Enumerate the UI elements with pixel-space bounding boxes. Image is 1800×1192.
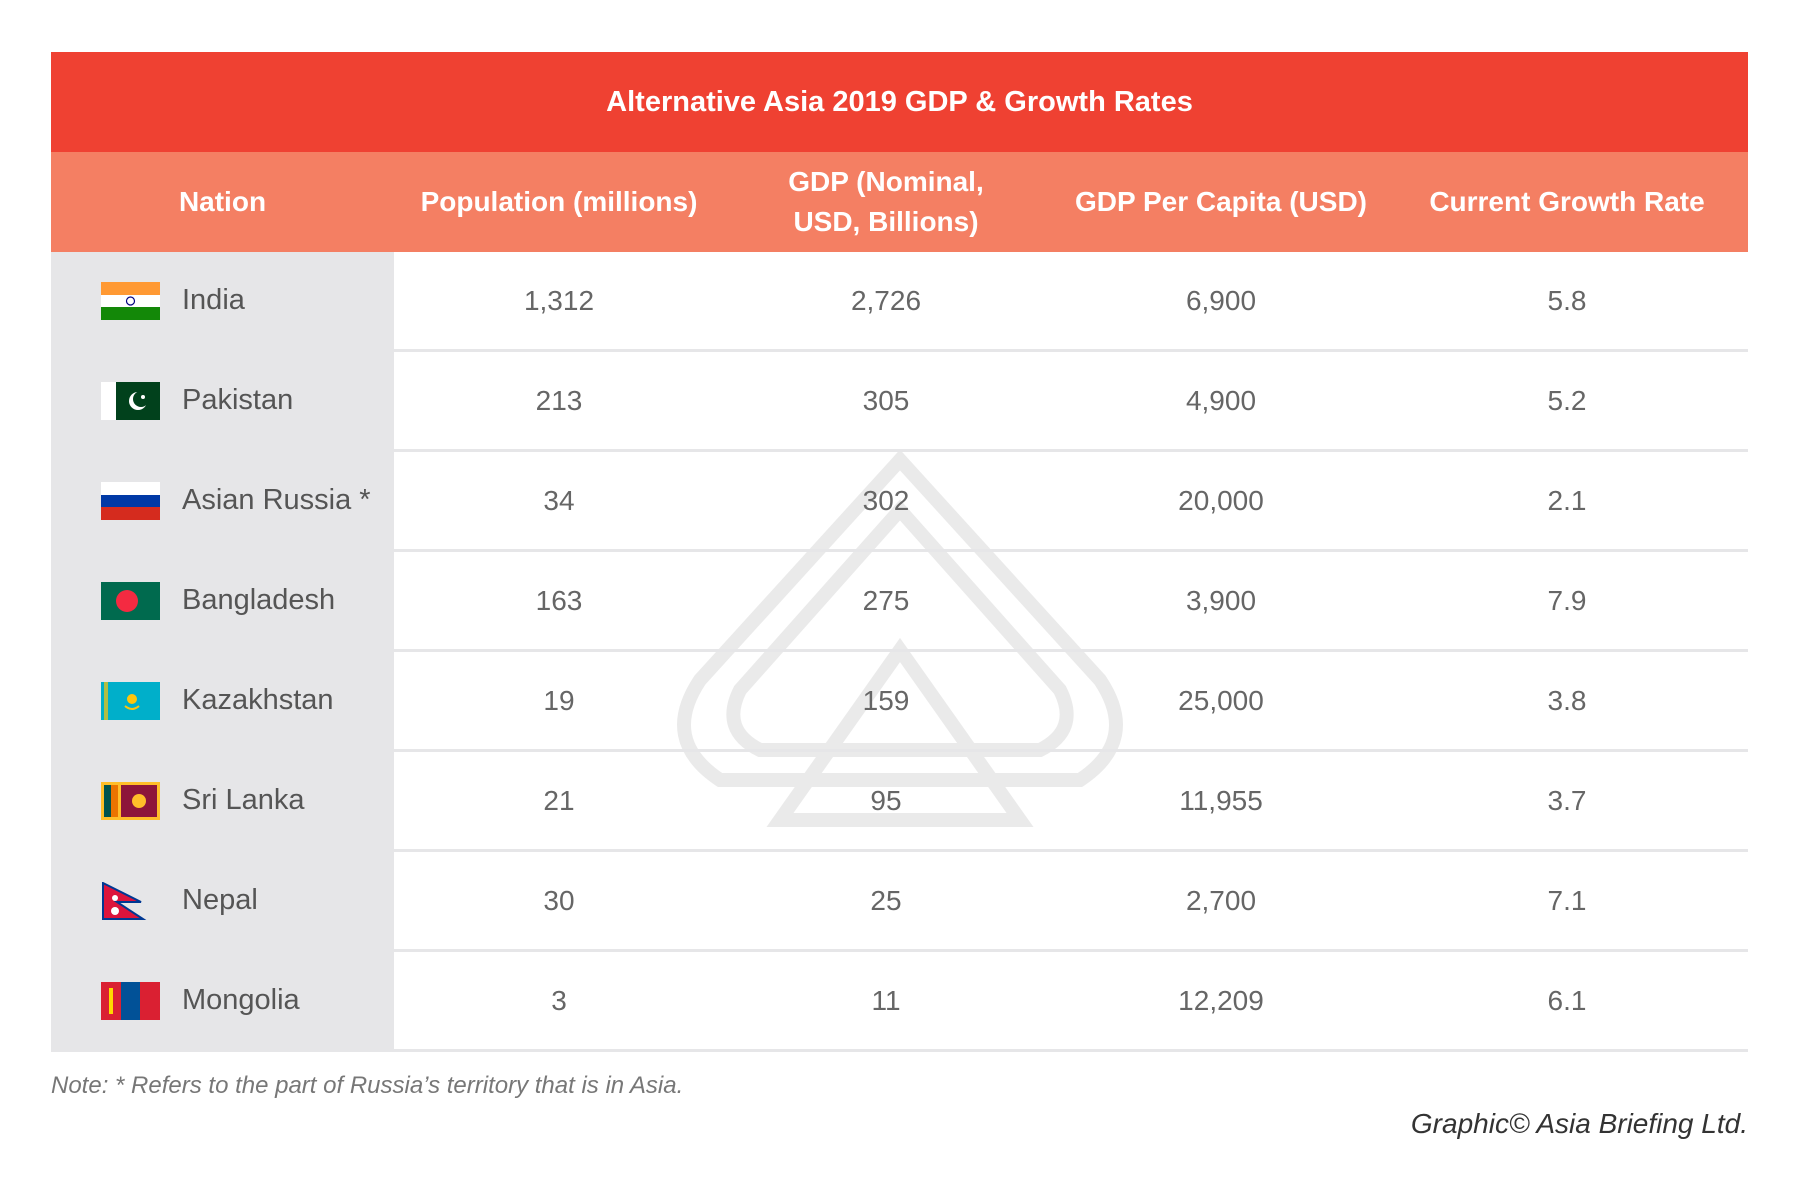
- growth-cell: 7.1: [1547, 884, 1587, 916]
- growth-cell: 5.2: [1547, 384, 1587, 416]
- per-capita-cell: 20,000: [1178, 484, 1264, 516]
- table-row: Pakistan 213 305 4,900 5.2: [51, 352, 1748, 452]
- nation-name: Sri Lanka: [182, 784, 305, 816]
- nation-cell: Kazakhstan: [51, 652, 394, 749]
- table-row: Sri Lanka 21 95 11,955 3.7: [51, 752, 1748, 852]
- nation-cell: Mongolia: [51, 952, 394, 1049]
- gdp-cell: 25: [870, 884, 902, 916]
- per-capita-cell: 12,209: [1178, 984, 1264, 1016]
- mongolia-flag-icon: [101, 982, 160, 1020]
- nation-name: Pakistan: [182, 384, 294, 416]
- population-cell: 19: [543, 684, 575, 716]
- per-capita-cell: 2,700: [1185, 884, 1257, 916]
- table-row: Bangladesh 163 275 3,900 7.9: [51, 552, 1748, 652]
- population-cell: 213: [535, 384, 583, 416]
- growth-cell: 3.8: [1547, 684, 1587, 716]
- nation-cell: Pakistan: [51, 352, 394, 449]
- pakistan-flag-icon: [101, 382, 160, 420]
- nation-name: Nepal: [182, 884, 258, 916]
- credit: Graphic© Asia Briefing Ltd.: [1410, 1108, 1748, 1139]
- nation-cell: India: [51, 252, 394, 349]
- gdp-cell: 11: [871, 984, 901, 1016]
- column-header-growth-rate: Current Growth Rate: [1429, 186, 1705, 217]
- population-cell: 163: [535, 584, 583, 616]
- per-capita-cell: 25,000: [1178, 684, 1264, 716]
- table-row: Mongolia 3 11 12,209 6.1: [51, 952, 1748, 1052]
- growth-cell: 2.1: [1547, 484, 1587, 516]
- population-cell: 3: [551, 984, 567, 1016]
- table-row: Nepal 30 25 2,700 7.1: [51, 852, 1748, 952]
- nation-cell: Nepal: [51, 852, 394, 949]
- footnote: Note: * Refers to the part of Russia’s t…: [51, 1072, 684, 1099]
- growth-cell: 5.8: [1547, 284, 1587, 316]
- gdp-cell: 159: [862, 684, 910, 716]
- nation-name: Kazakhstan: [182, 684, 334, 716]
- population-cell: 34: [543, 484, 575, 516]
- table-row: India 1,312 2,726 6,900 5.8: [51, 252, 1748, 352]
- growth-cell: 6.1: [1547, 984, 1587, 1016]
- per-capita-cell: 6,900: [1185, 284, 1257, 316]
- table-row: Kazakhstan 19 159 25,000 3.8: [51, 652, 1748, 752]
- gdp-cell: 305: [862, 384, 910, 416]
- gdp-cell: 275: [862, 584, 910, 616]
- table-header: Nation Population (millions) GDP (Nomina…: [51, 152, 1748, 252]
- india-flag-icon: [101, 282, 160, 320]
- nation-cell: Sri Lanka: [51, 752, 394, 849]
- bangladesh-flag-icon: [101, 582, 160, 620]
- population-cell: 1,312: [523, 284, 595, 316]
- population-cell: 30: [543, 884, 575, 916]
- sri-lanka-flag-icon: [101, 782, 160, 820]
- growth-cell: 7.9: [1547, 584, 1587, 616]
- column-header-gdp: GDP (Nominal, USD, Billions): [788, 166, 984, 237]
- gdp-cell: 95: [870, 784, 902, 816]
- nation-name: Mongolia: [182, 984, 300, 1016]
- gdp-cell: 302: [862, 484, 910, 516]
- column-header-nation: Nation: [178, 186, 267, 217]
- column-header-population: Population (millions): [420, 186, 698, 217]
- nepal-flag-icon: [102, 882, 147, 920]
- per-capita-cell: 3,900: [1185, 584, 1257, 616]
- per-capita-cell: 4,900: [1185, 384, 1257, 416]
- kazakhstan-flag-icon: [101, 682, 160, 720]
- nation-name: Asian Russia *: [182, 484, 371, 516]
- nation-cell: Bangladesh: [51, 552, 394, 649]
- nation-name: India: [182, 284, 245, 316]
- growth-cell: 3.7: [1547, 784, 1587, 816]
- table-title: Alternative Asia 2019 GDP & Growth Rates: [51, 52, 1748, 152]
- nation-name: Bangladesh: [182, 584, 336, 616]
- column-header-gdp-per-capita: GDP Per Capita (USD): [1075, 186, 1367, 217]
- population-cell: 21: [543, 784, 575, 816]
- nation-cell: Asian Russia *: [51, 452, 394, 549]
- table-row: Asian Russia * 34 302 20,000 2.1: [51, 452, 1748, 552]
- gdp-cell: 2,726: [850, 284, 922, 316]
- russia-flag-icon: [101, 482, 160, 520]
- per-capita-cell: 11,955: [1179, 784, 1263, 816]
